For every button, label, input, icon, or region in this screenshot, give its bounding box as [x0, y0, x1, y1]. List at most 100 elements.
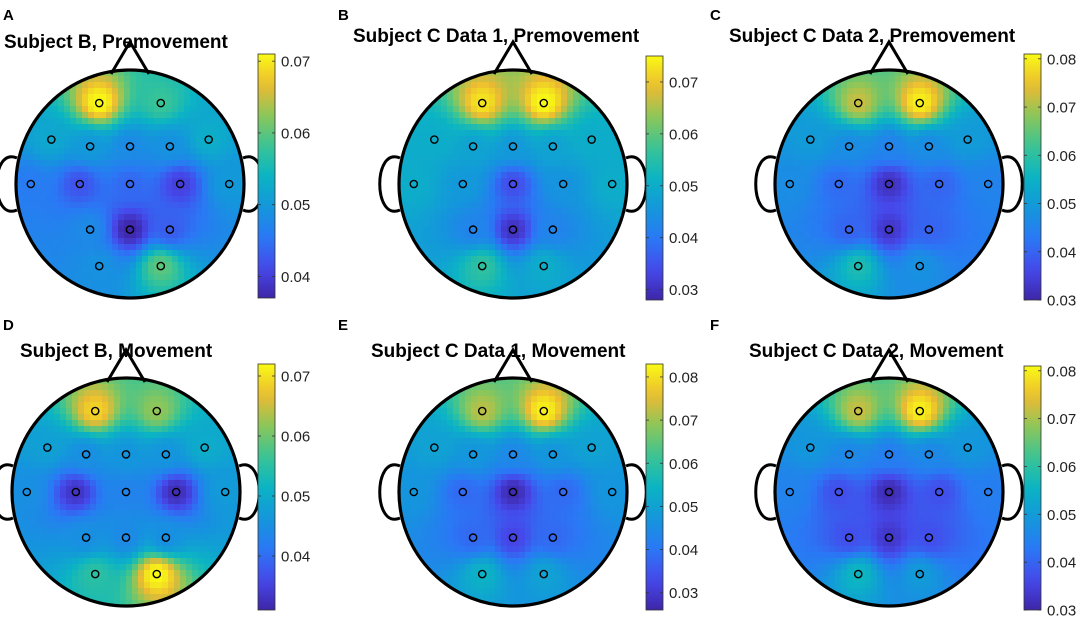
panel-label: B	[338, 7, 349, 24]
colorbar-tick-label: 0.07	[1047, 100, 1076, 117]
panel-label: A	[3, 7, 14, 24]
electrode-marker	[22, 487, 32, 497]
electrode-marker	[924, 533, 934, 542]
panel-title: Subject B, Premovement	[4, 32, 229, 53]
topomap-panel-f: 0.03 0.04 0.05 0.06 0.07 0.08 F Subject C Data …	[710, 317, 1076, 620]
electrode-marker	[548, 225, 558, 234]
electrode-marker	[806, 443, 815, 452]
head-outline	[14, 68, 246, 300]
colorbar-tick-label: 0.04	[669, 230, 698, 247]
nose-marker	[868, 39, 910, 75]
electrode-marker	[915, 98, 925, 108]
electrode-marker	[121, 487, 131, 497]
electrode-marker	[508, 225, 518, 234]
electrode-marker	[853, 569, 863, 579]
electrode-marker	[924, 142, 934, 151]
colorbar-tick-label: 0.07	[281, 54, 310, 71]
electrode-marker	[539, 569, 549, 579]
electrode-marker	[75, 179, 85, 189]
electrode-marker	[508, 142, 518, 151]
electrode-marker	[548, 450, 558, 459]
electrode-marker	[884, 487, 894, 497]
electrode-marker	[125, 142, 135, 151]
colorbar-tick-label: 0.08	[1047, 363, 1076, 380]
electrode-marker	[785, 487, 795, 497]
electrode-marker	[884, 225, 894, 234]
electrode-marker	[468, 225, 478, 234]
electrode-marker	[834, 179, 844, 189]
panel-label: F	[710, 317, 719, 334]
electrode-marker	[477, 406, 487, 416]
electrode-marker	[204, 135, 213, 144]
left-ear	[378, 463, 401, 521]
electrode-marker	[430, 443, 439, 452]
electrode-marker	[558, 487, 568, 497]
electrode-marker	[915, 261, 925, 271]
electrode-marker	[175, 179, 185, 189]
right-ear	[1001, 463, 1024, 521]
colorbar-tick-label: 0.06	[281, 125, 310, 142]
electrode-marker	[468, 450, 478, 459]
left-ear	[0, 155, 18, 213]
electrode-marker	[844, 142, 854, 151]
electrode-marker	[125, 179, 135, 189]
colorbar	[1023, 53, 1042, 301]
electrode-marker	[785, 179, 795, 189]
electrode-marker	[477, 261, 487, 271]
topomap-panel-e: 0.03 0.04 0.05 0.06 0.07 0.08 E Subject C Data …	[338, 317, 698, 611]
electrode-marker	[508, 179, 518, 189]
electrode-marker	[152, 406, 162, 416]
left-ear	[754, 155, 777, 213]
electrode-marker	[468, 533, 478, 542]
electrode-marker	[220, 487, 230, 497]
colorbar-tick-label: 0.04	[669, 542, 698, 559]
electrode-marker	[85, 142, 95, 151]
colorbar-tick-label: 0.06	[669, 126, 698, 143]
colorbar-tick-label: 0.05	[669, 178, 698, 195]
electrode-marker	[161, 450, 171, 459]
electrode-marker	[915, 569, 925, 579]
electrode-marker	[156, 261, 166, 271]
electrode-marker	[508, 487, 518, 497]
colorbar	[257, 53, 276, 299]
nose-marker	[492, 39, 534, 75]
colorbar-tick-label: 0.05	[1047, 196, 1076, 213]
electrode-marker	[844, 533, 854, 542]
electrode-marker	[121, 450, 131, 459]
electrode-marker	[477, 569, 487, 579]
electrode-marker	[924, 450, 934, 459]
colorbar-tick-label: 0.04	[281, 269, 310, 286]
topomap-panel-a: 0.04 0.05 0.06 0.07 A Subject B, Premovement	[0, 7, 310, 300]
right-ear	[1001, 155, 1024, 213]
electrode-marker	[458, 179, 468, 189]
electrode-marker	[884, 142, 894, 151]
colorbar-tick-label: 0.07	[281, 369, 310, 386]
electrode-marker	[539, 98, 549, 108]
colorbar-tick-label: 0.04	[1047, 244, 1076, 261]
electrode-marker	[884, 450, 894, 459]
electrode-marker	[853, 98, 863, 108]
electrode-marker	[90, 406, 100, 416]
electrode-marker	[806, 135, 815, 144]
electrode-marker	[409, 487, 419, 497]
right-ear	[625, 463, 648, 521]
nose-marker	[109, 39, 151, 75]
head-outline	[10, 376, 242, 608]
colorbar-tick-label: 0.08	[1047, 51, 1076, 68]
electrode-marker	[409, 179, 419, 189]
right-ear	[625, 155, 648, 213]
electrode-marker	[94, 98, 104, 108]
electrode-marker	[539, 261, 549, 271]
electrode-marker	[200, 443, 209, 452]
panel-title: Subject C Data 1, Movement	[371, 341, 626, 362]
electrode-marker	[587, 443, 596, 452]
electrode-marker	[165, 225, 175, 234]
panel-label: D	[3, 317, 14, 334]
electrode-marker	[90, 569, 100, 579]
colorbar	[645, 363, 664, 611]
electrode-marker	[171, 487, 181, 497]
head-outline	[773, 68, 1005, 300]
colorbar-tick-label: 0.08	[669, 369, 698, 386]
colorbar-tick-label: 0.05	[1047, 507, 1076, 524]
electrode-marker	[94, 261, 104, 271]
